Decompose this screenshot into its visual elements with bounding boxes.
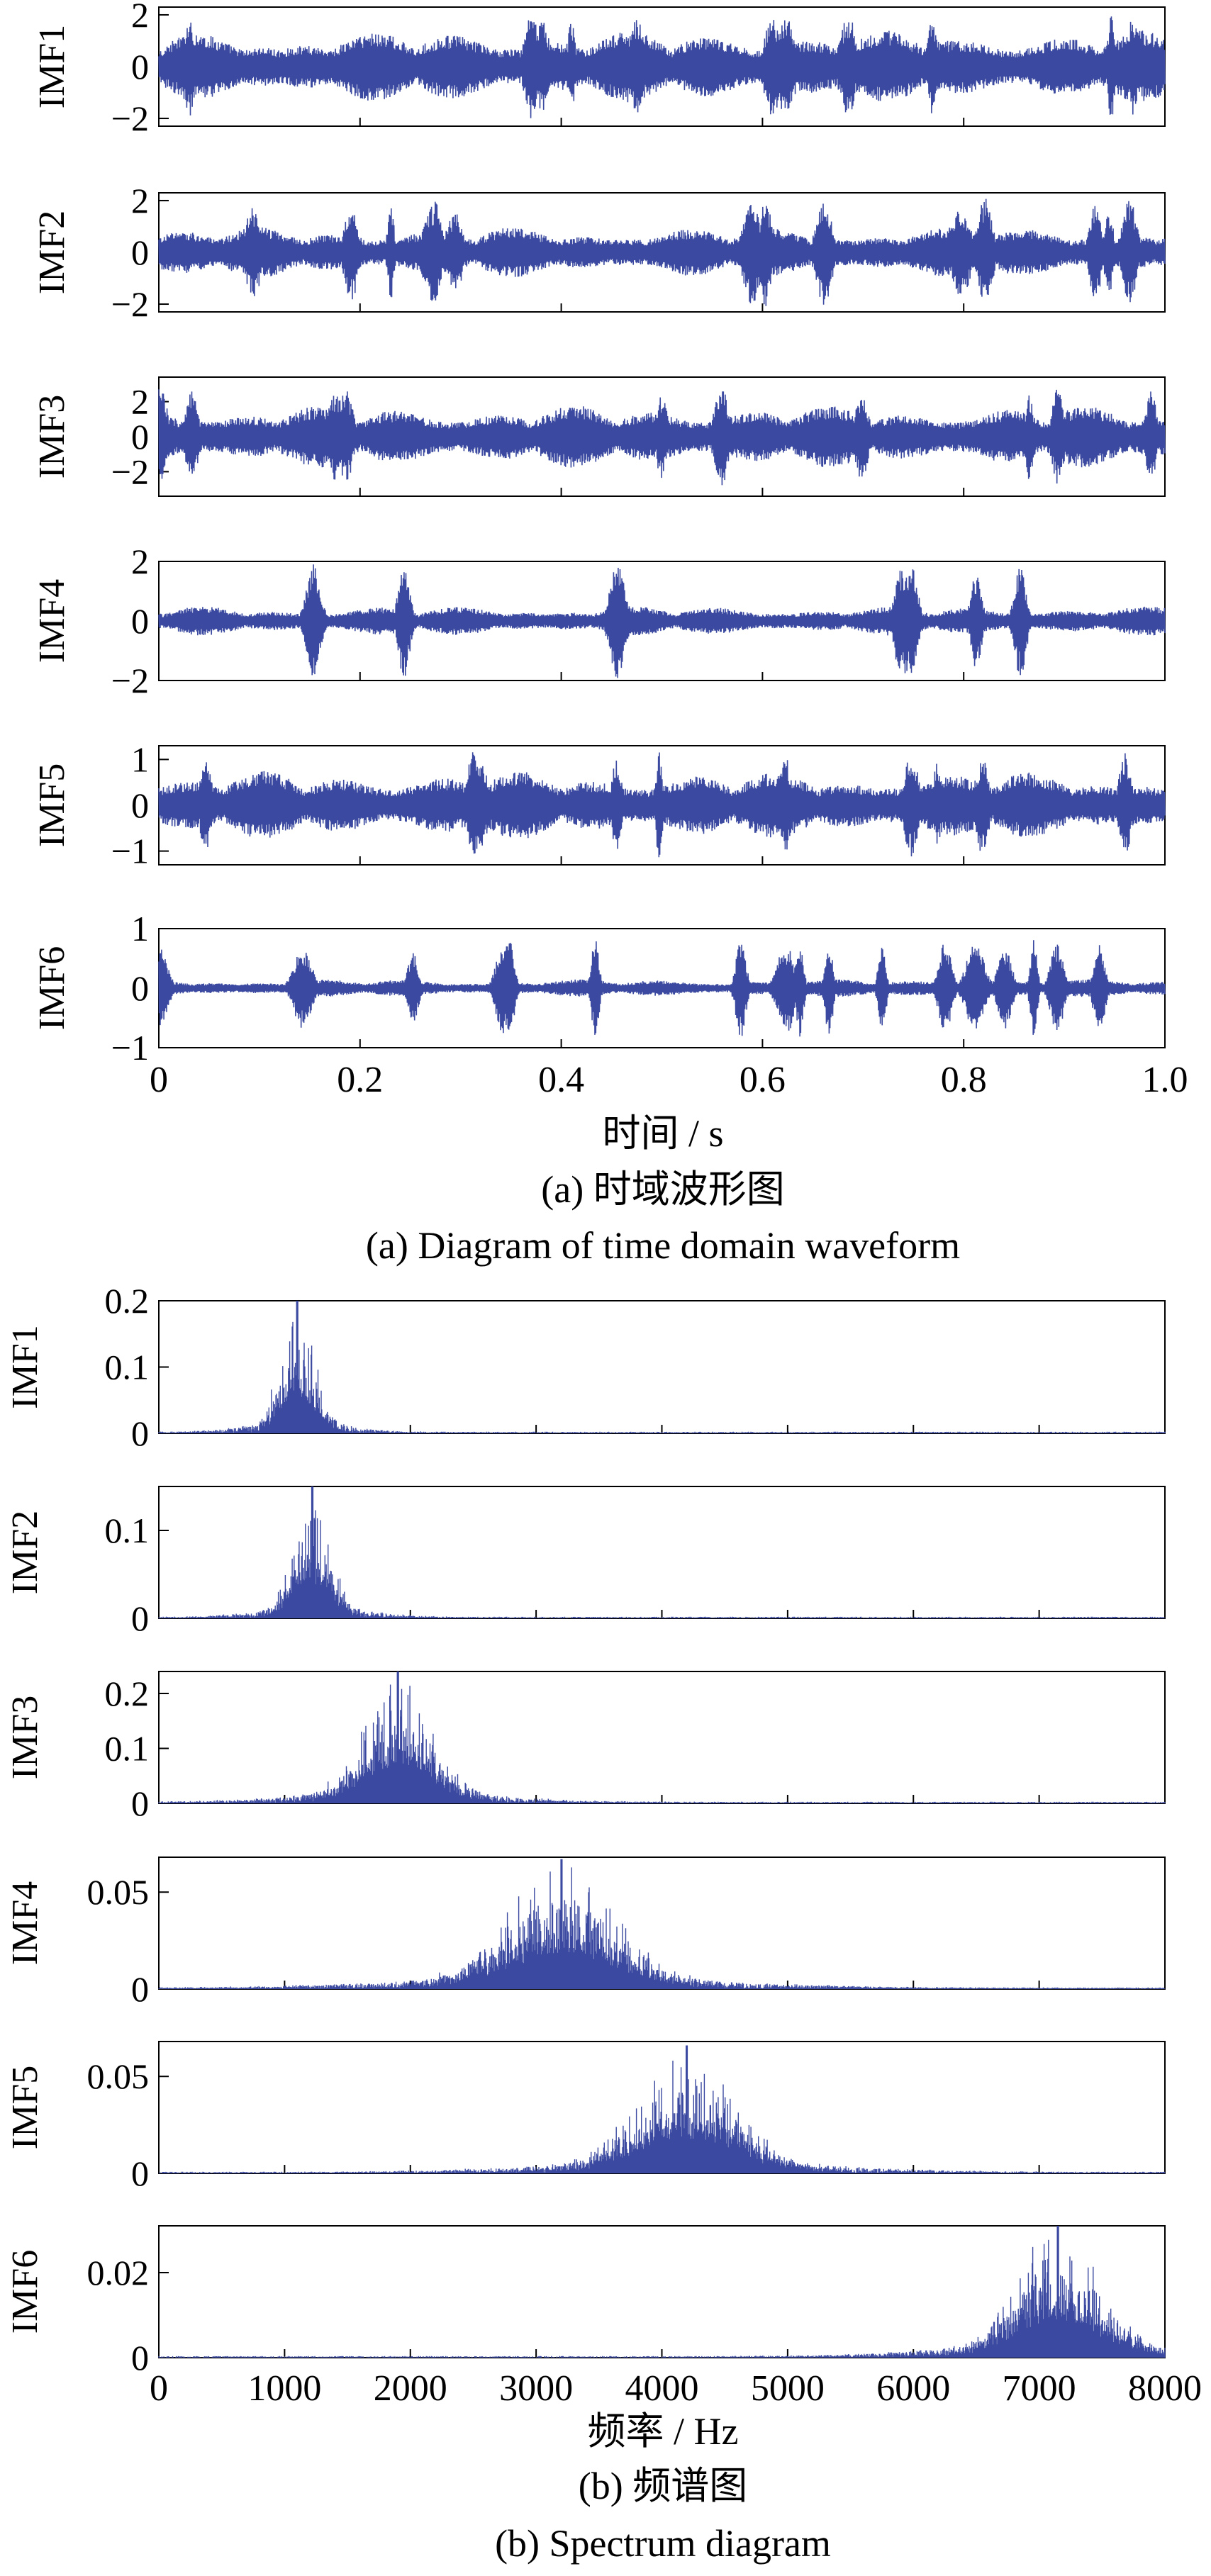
time-ytick-label: 2	[131, 0, 149, 35]
spectrum-xlabel: 频率 / Hz	[588, 2410, 739, 2453]
spectrum-caption-cn: (b) 频谱图	[579, 2465, 747, 2507]
spectrum-xtick-label: 6000	[876, 2368, 950, 2409]
time-xlabel: 时间 / s	[602, 1112, 723, 1155]
time-series-label: IMF5	[32, 763, 72, 847]
spectrum-caption-en: (b) Spectrum diagram	[495, 2522, 831, 2565]
spectrum-xtick-label: 5000	[751, 2368, 825, 2409]
spectrum-ytick-label: 0.05	[87, 2056, 150, 2096]
time-ytick-label: −1	[111, 1028, 149, 1068]
time-ytick-label: 2	[131, 181, 149, 220]
time-xtick-label: 1.0	[1142, 1060, 1188, 1100]
spectrum-ytick-label: 0.1	[105, 1348, 150, 1387]
time-series-label: IMF3	[32, 395, 72, 478]
spectrum-panels: 0 0.1 0.2 IMF1 0 0.1 IMF2 0 0.1 0.2 IMF3 0 0.05 IMF4 0…	[5, 1281, 1202, 2409]
spectrum-xtick-label: 7000	[1003, 2368, 1076, 2409]
spectrum-series-imf5	[158, 2045, 1166, 2173]
spectrum-ytick-label: 0	[131, 1969, 149, 2009]
time-series-imf2	[158, 198, 1166, 306]
spectrum-series-imf1	[158, 1301, 1166, 1433]
time-caption-cn: (a) 时域波形图	[541, 1168, 784, 1211]
spectrum-ytick-label: 0.02	[87, 2253, 150, 2292]
time-ytick-label: −2	[111, 661, 149, 700]
time-ytick-label: 0	[131, 968, 149, 1008]
spectrum-series-label: IMF2	[5, 1511, 45, 1594]
spectrum-ytick-label: 0	[131, 1413, 149, 1453]
time-xtick-label: 0.2	[337, 1060, 383, 1100]
time-xtick-label: 0.8	[941, 1060, 987, 1100]
time-series-imf1	[158, 16, 1166, 118]
spectrum-series-imf3	[158, 1671, 1166, 1803]
time-xtick-label: 0.4	[538, 1060, 584, 1100]
spectrum-xtick-label: 2000	[374, 2368, 447, 2409]
spectrum-axes-frame	[158, 1671, 1166, 1804]
spectrum-xtick-label: 8000	[1128, 2368, 1202, 2409]
spectrum-ytick-label: 0	[131, 2154, 149, 2193]
time-ytick-label: 1	[131, 909, 149, 948]
spectrum-axes-frame	[158, 1857, 1166, 1990]
time-ytick-label: 0	[131, 785, 149, 825]
spectrum-series-label: IMF3	[5, 1696, 45, 1779]
spectrum-ytick-label: 0	[131, 1783, 149, 1823]
spectrum-series-imf4	[158, 1859, 1166, 1989]
spectrum-series-label: IMF4	[5, 1881, 45, 1965]
time-xtick-label: 0.6	[740, 1060, 786, 1100]
spectrum-xtick-label: 4000	[625, 2368, 699, 2409]
spectrum-series-imf2	[158, 1486, 1166, 1618]
spectrum-ytick-label: 0.1	[105, 1511, 150, 1550]
time-ytick-label: −2	[111, 99, 149, 138]
spectrum-xtick-label: 0	[150, 2368, 168, 2409]
time-series-label: IMF2	[32, 211, 72, 294]
time-series-imf6	[158, 940, 1166, 1037]
time-ytick-label: −2	[111, 284, 149, 324]
time-ytick-label: −2	[111, 452, 149, 491]
time-ytick-label: 2	[131, 542, 149, 581]
time-ytick-label: 0	[131, 417, 149, 457]
time-series-label: IMF4	[32, 579, 72, 663]
spectrum-ytick-label: 0	[131, 2338, 149, 2378]
spectrum-ytick-label: 0	[131, 1598, 149, 1638]
spectrum-series-label: IMF1	[5, 1325, 45, 1409]
time-ytick-label: 2	[131, 382, 149, 422]
time-series-label: IMF1	[32, 25, 72, 108]
time-domain-panels: −202IMF1−202IMF2−202IMF3−202IMF4−101IMF5…	[32, 0, 1188, 1100]
time-xtick-label: 0	[150, 1060, 168, 1100]
time-series-imf3	[158, 389, 1166, 486]
time-series-label: IMF6	[32, 946, 72, 1030]
spectrum-ytick-label: 0.2	[105, 1281, 150, 1321]
spectrum-series-label: IMF5	[5, 2066, 45, 2149]
spectrum-xtick-label: 1000	[247, 2368, 321, 2409]
time-series-imf5	[158, 752, 1166, 858]
time-ytick-label: −1	[111, 831, 149, 871]
time-ytick-label: 0	[131, 233, 149, 272]
spectrum-ytick-label: 0.1	[105, 1729, 150, 1769]
time-caption-en: (a) Diagram of time domain waveform	[366, 1224, 960, 1267]
spectrum-ytick-label: 0.2	[105, 1674, 150, 1713]
spectrum-ytick-label: 0.05	[87, 1872, 150, 1912]
time-ytick-label: 1	[131, 739, 149, 779]
spectrum-series-imf6	[158, 2226, 1166, 2358]
time-ytick-label: 0	[131, 47, 149, 86]
spectrum-series-label: IMF6	[5, 2250, 45, 2334]
time-series-imf4	[158, 564, 1166, 678]
spectrum-xtick-label: 3000	[499, 2368, 573, 2409]
time-ytick-label: 0	[131, 601, 149, 641]
